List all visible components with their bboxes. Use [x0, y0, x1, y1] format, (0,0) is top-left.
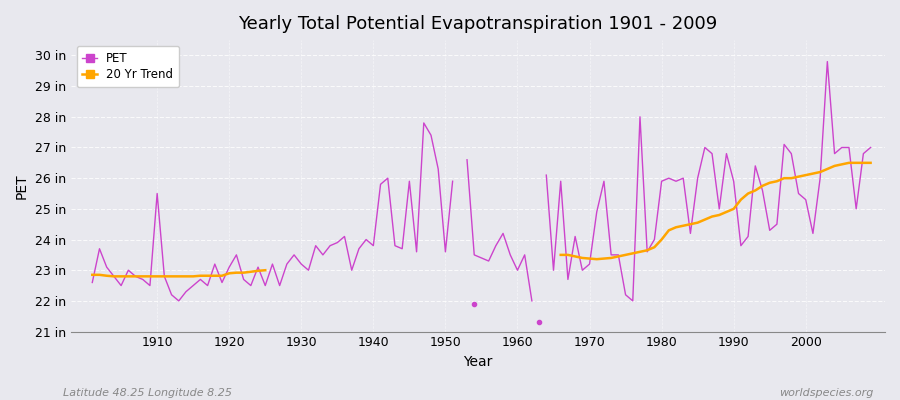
- Title: Yearly Total Potential Evapotranspiration 1901 - 2009: Yearly Total Potential Evapotranspiratio…: [238, 15, 717, 33]
- X-axis label: Year: Year: [464, 355, 492, 369]
- Text: Latitude 48.25 Longitude 8.25: Latitude 48.25 Longitude 8.25: [63, 388, 232, 398]
- Text: worldspecies.org: worldspecies.org: [778, 388, 873, 398]
- Y-axis label: PET: PET: [15, 173, 29, 199]
- Legend: PET, 20 Yr Trend: PET, 20 Yr Trend: [76, 46, 179, 87]
